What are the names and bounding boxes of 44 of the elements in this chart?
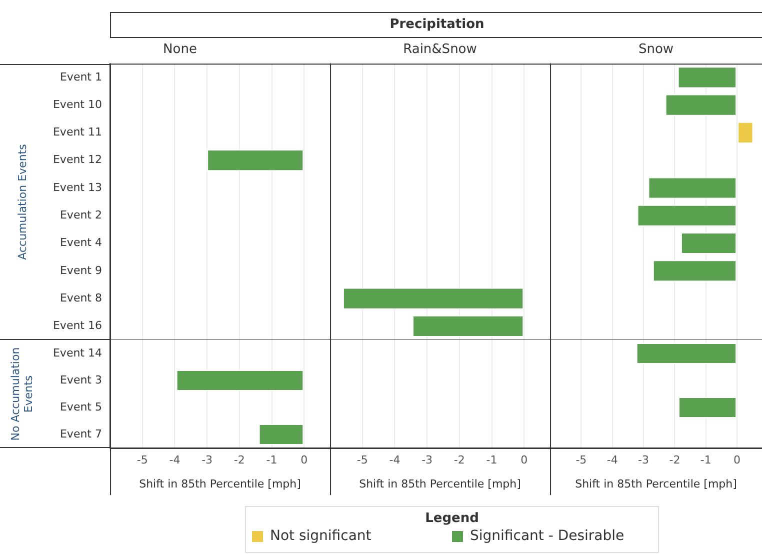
x-tick-label: -5 [136, 453, 148, 466]
y-tick-label: Event 2 [60, 208, 102, 222]
legend-label: Not significant [270, 528, 372, 544]
x-axis-title: Shift in 85th Percentile [mph] [139, 477, 301, 490]
x-tick-label: -3 [422, 453, 433, 466]
x-tick-label: -1 [266, 453, 278, 466]
x-tick-label: -5 [576, 453, 587, 466]
y-tick-label: Event 16 [52, 319, 102, 332]
x-tick-label: -2 [669, 453, 680, 466]
x-tick-label: -3 [202, 453, 213, 466]
x-tick-label: -3 [638, 453, 650, 466]
legend-label: Significant - Desirable [470, 528, 624, 544]
x-tick-label: -4 [389, 453, 400, 466]
x-tick-label: -2 [234, 453, 245, 466]
y-tick-label: Event 8 [60, 291, 102, 304]
chart-title: Snow [638, 42, 674, 58]
y-tick-label: Event 5 [60, 400, 102, 414]
x-tick-label: -5 [356, 453, 368, 466]
y-tick-label: Event 12 [52, 153, 102, 166]
x-tick-label: -4 [606, 453, 618, 466]
y-tick-label: Event 3 [60, 373, 102, 386]
y-tick-label: Event 7 [60, 427, 102, 440]
y-tick-label: Event 9 [60, 264, 102, 277]
x-axis-title: Shift in 85th Percentile [mph] [359, 477, 521, 490]
x-tick-label: -1 [700, 453, 712, 466]
text: No Accumulation Events [9, 346, 35, 443]
x-tick-label: 0 [734, 453, 741, 466]
y-tick-label: Event 1 [60, 70, 102, 84]
y-tick-label: Event 14 [52, 346, 102, 360]
x-tick-label: -4 [169, 453, 180, 466]
text: Precipitation [110, 12, 762, 38]
text: Accumulation Events [16, 144, 28, 260]
x-tick-label: -2 [454, 453, 465, 466]
x-tick-label: -1 [486, 453, 498, 466]
x-axis-title: Shift in 85th Percentile [mph] [575, 477, 737, 490]
chart-title: Rain&Snow [403, 42, 478, 58]
y-tick-label: Event 11 [52, 126, 102, 139]
y-tick-label: Event 13 [52, 180, 102, 194]
y-tick-label: Event 4 [60, 236, 102, 250]
chart-title: None [163, 42, 197, 58]
x-tick-label: 0 [300, 453, 308, 466]
x-tick-label: 0 [520, 453, 528, 466]
y-tick-label: Event 10 [52, 98, 102, 111]
legend-title: Legend [424, 511, 480, 526]
